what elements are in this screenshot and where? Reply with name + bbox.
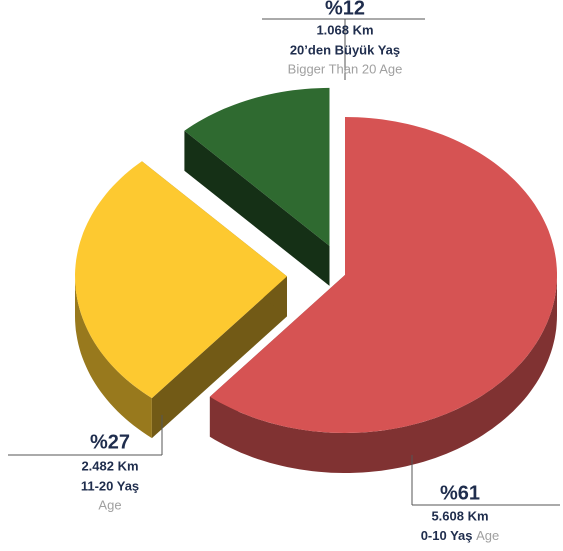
subtitle-label: Age — [476, 528, 499, 543]
pie — [75, 87, 557, 473]
value-label: %12 — [325, 0, 365, 19]
slice-side — [151, 276, 287, 439]
distance-label: 5.608 Km — [431, 508, 488, 523]
category-label: 11-20 Yaş — [81, 478, 139, 493]
category-label: 20’den Büyük Yaş — [290, 42, 400, 57]
slice-side — [184, 130, 330, 286]
slice — [75, 161, 287, 399]
subtitle-label: Bigger Than 20 Age — [288, 61, 403, 76]
slice — [184, 87, 330, 246]
distance-label: 1.068 Km — [316, 22, 373, 37]
slice — [209, 117, 557, 433]
category-row: 0-10 Yaş Age — [421, 528, 500, 543]
subtitle-label: Age — [98, 497, 121, 512]
slice-side — [75, 276, 152, 439]
value-label: %61 — [440, 482, 480, 504]
category-label: 0-10 Yaş — [421, 528, 473, 543]
distance-label: 2.482 Km — [81, 458, 138, 473]
value-label: %27 — [90, 431, 130, 453]
slice-side — [209, 275, 557, 473]
